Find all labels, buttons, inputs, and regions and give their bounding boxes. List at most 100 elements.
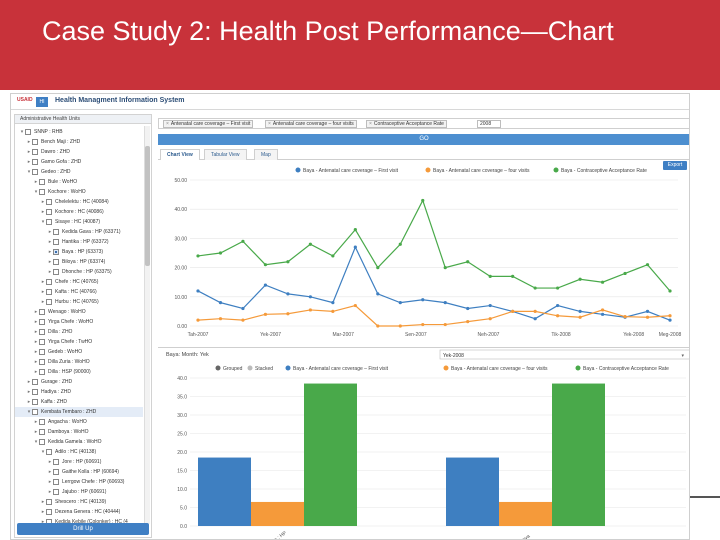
- tree-checkbox[interactable]: [25, 129, 31, 135]
- tree-item[interactable]: ▸ Lerrgow Chefe : HP (60693): [15, 477, 143, 487]
- tree-checkbox[interactable]: [53, 469, 59, 475]
- collapsed-caret-icon[interactable]: ▸: [41, 299, 45, 305]
- collapsed-caret-icon[interactable]: ▸: [48, 459, 52, 465]
- tree-item[interactable]: ▾ Gedeo : ZHD: [15, 167, 143, 177]
- tree-checkbox[interactable]: [53, 479, 59, 485]
- collapsed-caret-icon[interactable]: ▸: [27, 139, 31, 145]
- tree-checkbox[interactable]: [39, 189, 45, 195]
- tree-checkbox[interactable]: [32, 389, 38, 395]
- tree-item[interactable]: ▸ Gamo Gofa : ZHD: [15, 157, 143, 167]
- tree-item[interactable]: ▸ Hantika : HP (63372): [15, 237, 143, 247]
- tree-scrollbar[interactable]: [144, 126, 150, 524]
- collapsed-caret-icon[interactable]: ▸: [27, 379, 31, 385]
- tree-item[interactable]: ▾ Kedida Gamela : WoHO: [15, 437, 143, 447]
- tab-map[interactable]: Map: [254, 149, 278, 160]
- tree-item[interactable]: ▸ Gurage : ZHD: [15, 377, 143, 387]
- tree-item[interactable]: ▸ Baya : HP (63373): [15, 247, 143, 257]
- tree-checkbox[interactable]: [46, 499, 52, 505]
- collapsed-caret-icon[interactable]: ▸: [41, 199, 45, 205]
- tree-checkbox[interactable]: [39, 359, 45, 365]
- collapsed-caret-icon[interactable]: ▸: [48, 249, 52, 255]
- tree-item[interactable]: ▸ Wenago : WoHO: [15, 307, 143, 317]
- tree-item[interactable]: ▸ Jore : HP (60691): [15, 457, 143, 467]
- collapsed-caret-icon[interactable]: ▸: [41, 209, 45, 215]
- tab-chart-view[interactable]: Chart View: [160, 149, 200, 160]
- collapsed-caret-icon[interactable]: ▸: [34, 179, 38, 185]
- collapsed-caret-icon[interactable]: ▸: [41, 279, 45, 285]
- tree-checkbox[interactable]: [32, 409, 38, 415]
- tree-item[interactable]: ▸ Biloya : HP (63374): [15, 257, 143, 267]
- tree-item[interactable]: ▾ Sisaye : HC (40087): [15, 217, 143, 227]
- tree-item[interactable]: ▸ Dezena Genera : HC (40444): [15, 507, 143, 517]
- collapsed-caret-icon[interactable]: ▸: [41, 499, 45, 505]
- remove-icon[interactable]: ×: [369, 121, 372, 127]
- expanded-caret-icon[interactable]: ▾: [34, 189, 38, 195]
- go-button[interactable]: GO: [158, 134, 689, 145]
- tree-item[interactable]: ▸ Shescero : HC (40139): [15, 497, 143, 507]
- indicator-chip[interactable]: × Contraceptive Acceptance Rate: [366, 120, 447, 128]
- tree-item[interactable]: ▸ Gaithe Kolla : HP (60694): [15, 467, 143, 477]
- expanded-caret-icon[interactable]: ▾: [41, 449, 45, 455]
- tree-checkbox[interactable]: [53, 239, 59, 245]
- collapsed-caret-icon[interactable]: ▸: [27, 399, 31, 405]
- tree-item[interactable]: ▸ Kedida Gava : HP (63371): [15, 227, 143, 237]
- tree-item[interactable]: ▸ Damboya : WoHO: [15, 427, 143, 437]
- tree-item[interactable]: ▾ Kochore : WoHO: [15, 187, 143, 197]
- tree-checkbox[interactable]: [46, 199, 52, 205]
- tree-checkbox[interactable]: [53, 269, 59, 275]
- expanded-caret-icon[interactable]: ▾: [27, 169, 31, 175]
- collapsed-caret-icon[interactable]: ▸: [48, 469, 52, 475]
- tree-checkbox[interactable]: [46, 449, 52, 455]
- tree-checkbox[interactable]: [39, 419, 45, 425]
- tree-item[interactable]: ▸ Yirga Chefe : WoHO: [15, 317, 143, 327]
- tree-item[interactable]: ▸ Kafta : HC (40766): [15, 287, 143, 297]
- collapsed-caret-icon[interactable]: ▸: [27, 159, 31, 165]
- collapsed-caret-icon[interactable]: ▸: [34, 309, 38, 315]
- tree-checkbox[interactable]: [53, 229, 59, 235]
- collapsed-caret-icon[interactable]: ▸: [34, 329, 38, 335]
- tree-checkbox[interactable]: [53, 459, 59, 465]
- tree-checkbox[interactable]: [46, 219, 52, 225]
- tree-item[interactable]: ▾ SNNP : RHB: [15, 127, 143, 137]
- expanded-caret-icon[interactable]: ▾: [20, 129, 24, 135]
- tree-checkbox[interactable]: [53, 489, 59, 495]
- tree-checkbox[interactable]: [53, 249, 59, 255]
- tree-checkbox[interactable]: [32, 149, 38, 155]
- collapsed-caret-icon[interactable]: ▸: [41, 509, 45, 515]
- tree-checkbox[interactable]: [32, 139, 38, 145]
- tree-checkbox[interactable]: [39, 369, 45, 375]
- collapsed-caret-icon[interactable]: ▸: [41, 289, 45, 295]
- tree-checkbox[interactable]: [32, 159, 38, 165]
- tree-checkbox[interactable]: [39, 439, 45, 445]
- collapsed-caret-icon[interactable]: ▸: [48, 489, 52, 495]
- tree-checkbox[interactable]: [46, 289, 52, 295]
- tree-checkbox[interactable]: [39, 329, 45, 335]
- tree-item[interactable]: ▸ Hadiya : ZHD: [15, 387, 143, 397]
- tree-item[interactable]: ▸ Dilla Zuria : WoHO: [15, 357, 143, 367]
- tree-scroll-thumb[interactable]: [145, 146, 150, 266]
- indicator-chip[interactable]: × Antenatal care coverage – First visit: [163, 120, 254, 128]
- export-button[interactable]: Export: [663, 161, 687, 170]
- tree-checkbox[interactable]: [53, 259, 59, 265]
- indicator-selector[interactable]: × Antenatal care coverage – First visit ×…: [158, 118, 689, 129]
- tree-item[interactable]: ▸ Hurbu : HC (40765): [15, 297, 143, 307]
- indicator-chip[interactable]: × Antenatal care coverage – four visits: [265, 120, 357, 128]
- tree-item[interactable]: ▸ Gedeb : WoHO: [15, 347, 143, 357]
- collapsed-caret-icon[interactable]: ▸: [34, 429, 38, 435]
- year-dropdown[interactable]: 2008: [477, 120, 501, 128]
- collapsed-caret-icon[interactable]: ▸: [34, 359, 38, 365]
- collapsed-caret-icon[interactable]: ▸: [48, 239, 52, 245]
- tree-checkbox[interactable]: [46, 209, 52, 215]
- collapsed-caret-icon[interactable]: ▸: [48, 229, 52, 235]
- tree-item[interactable]: ▸ Dhonche : HP (63375): [15, 267, 143, 277]
- collapsed-caret-icon[interactable]: ▸: [34, 349, 38, 355]
- tree-checkbox[interactable]: [46, 299, 52, 305]
- tree-item[interactable]: ▸ Dilla : ZHO: [15, 327, 143, 337]
- tree-checkbox[interactable]: [39, 319, 45, 325]
- collapsed-caret-icon[interactable]: ▸: [34, 339, 38, 345]
- collapsed-caret-icon[interactable]: ▸: [27, 149, 31, 155]
- tree-checkbox[interactable]: [39, 179, 45, 185]
- collapsed-caret-icon[interactable]: ▸: [41, 519, 45, 525]
- tree-item[interactable]: ▾ Adilo : HC (40138): [15, 447, 143, 457]
- tree-item[interactable]: ▸ Yirga Chefe : TwHO: [15, 337, 143, 347]
